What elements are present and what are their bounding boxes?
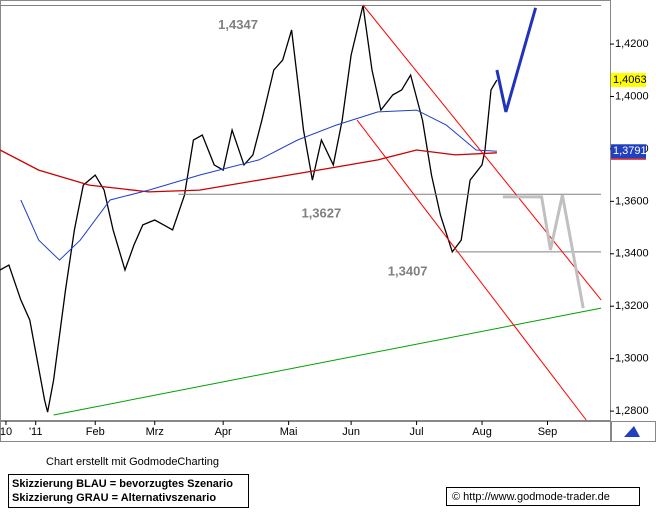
annotation: 1,4347 bbox=[218, 17, 258, 32]
x-tick-label: Sep bbox=[538, 426, 558, 438]
legend-line: Skizzierung GRAU = Alternativszenario bbox=[12, 492, 216, 504]
price-label-bg bbox=[611, 144, 646, 159]
series-line bbox=[362, 4, 602, 301]
legend-line: Skizzierung BLAU = bevorzugtes Szenario bbox=[12, 478, 233, 490]
price-label-bg bbox=[611, 72, 646, 87]
price-label: 1,4063 bbox=[613, 74, 647, 86]
y-tick-label: 1,4000 bbox=[615, 90, 649, 102]
series-line bbox=[20, 109, 497, 261]
x-tick-label: Jun bbox=[342, 426, 360, 438]
series-line bbox=[502, 194, 585, 309]
x-tick-label: Apr bbox=[215, 426, 232, 438]
url-box bbox=[446, 487, 640, 506]
y-tick-label: 1,3600 bbox=[615, 195, 649, 207]
x-axis-band bbox=[0, 421, 611, 442]
plot-frame bbox=[0, 0, 611, 421]
legend-box bbox=[8, 474, 249, 508]
x-tick-label: Aug bbox=[472, 426, 492, 438]
x-tick-label: Mai bbox=[280, 426, 298, 438]
x-tick-label: Feb bbox=[86, 426, 105, 438]
y-tick-label: 1,3400 bbox=[615, 248, 649, 260]
series-line bbox=[53, 307, 602, 416]
y-tick-label: 1,3200 bbox=[615, 300, 649, 312]
tool-icon[interactable] bbox=[624, 426, 640, 437]
y-tick-label: 1,4200 bbox=[615, 38, 649, 50]
y-tick-label: 1,3000 bbox=[615, 353, 649, 365]
x-tick-label: '11 bbox=[29, 426, 43, 438]
x-tick-label: Mrz bbox=[146, 426, 164, 438]
price-label: 1,3791 bbox=[613, 145, 647, 157]
series-line bbox=[0, 149, 497, 193]
annotation: 1,3407 bbox=[388, 263, 428, 278]
annotation: 1,3627 bbox=[301, 206, 341, 221]
y-tick-label: 1,2800 bbox=[615, 405, 649, 417]
series-line bbox=[356, 119, 587, 421]
series-line bbox=[0, 5, 498, 413]
credit: Chart erstellt mit GodmodeCharting bbox=[46, 456, 219, 468]
x-tick-label: Jul bbox=[410, 426, 424, 438]
x-tick-label: 10 bbox=[0, 426, 12, 438]
series-line bbox=[495, 7, 538, 113]
url: © http://www.godmode-trader.de bbox=[452, 491, 610, 503]
